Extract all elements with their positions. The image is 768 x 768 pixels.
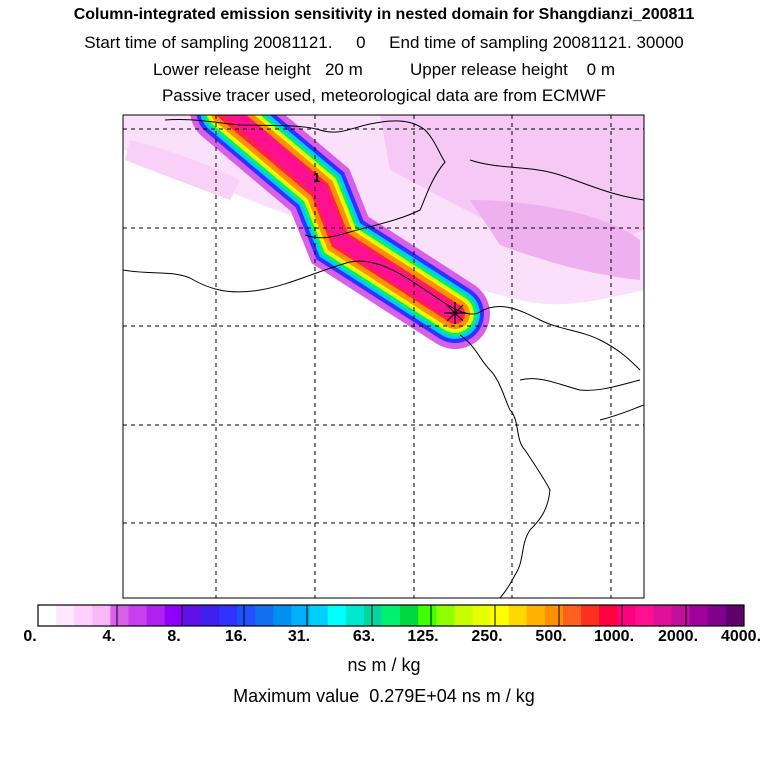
colorbar-cell xyxy=(381,605,401,626)
colorbar-cell xyxy=(92,605,111,626)
colorbar-cell xyxy=(436,605,455,626)
colorbar-tick-label: 16. xyxy=(224,628,248,645)
colorbar-tick-label: 250. xyxy=(471,628,503,645)
colorbar-tick-label: 1000. xyxy=(593,628,635,645)
release-heights: Lower release height 20 m Upper release … xyxy=(152,60,616,79)
colorbar-cell xyxy=(599,605,618,626)
colorbar-cell xyxy=(725,605,745,626)
release-site-star-icon xyxy=(444,302,466,324)
plot-title: Column-integrated emission sensitivity i… xyxy=(73,6,695,23)
colorbar-cell xyxy=(38,605,57,626)
colorbar-cell xyxy=(526,605,546,626)
colorbar-cell xyxy=(327,605,347,626)
colorbar-cell xyxy=(56,605,75,626)
colorbar-cell xyxy=(400,605,419,626)
contour-label: 1 xyxy=(313,170,320,185)
colorbar-cell xyxy=(74,605,93,626)
tracer-info: Passive tracer used, meteorological data… xyxy=(161,86,607,105)
colorbar-cell xyxy=(291,605,311,626)
sampling-times: Start time of sampling 20081121. 0 End t… xyxy=(84,33,684,52)
colorbar-cell xyxy=(309,605,329,626)
colorbar-cell xyxy=(363,605,383,626)
colorbar-tick-label: 8. xyxy=(167,628,181,645)
colorbar-tick-label: 4000. xyxy=(720,628,762,645)
map-frame xyxy=(122,114,645,599)
colorbar-cell xyxy=(454,605,473,626)
coastlines xyxy=(123,118,644,598)
colorbar-cell xyxy=(490,605,510,626)
colorbar-tick-label: 31. xyxy=(287,628,311,645)
colorbar-tick-label: 500. xyxy=(535,628,567,645)
colorbar-tick-label: 4. xyxy=(102,628,116,645)
colorbar-tick-label: 63. xyxy=(352,628,376,645)
colorbar-cell xyxy=(110,605,130,626)
colorbar-cell xyxy=(581,605,600,626)
colorbar-cell xyxy=(237,605,256,626)
colorbar-frame xyxy=(37,604,745,627)
maximum-value: Maximum value 0.279E+04 ns m / kg xyxy=(233,686,535,706)
colorbar-cell xyxy=(418,605,437,626)
colorbar-cell xyxy=(617,605,636,626)
colorbar-cell xyxy=(635,605,654,626)
colorbar-cell xyxy=(689,605,709,626)
colorbar-cell xyxy=(146,605,166,626)
colorbar-cell xyxy=(255,605,274,626)
graticule xyxy=(123,115,644,598)
colorbar-cell xyxy=(128,605,148,626)
colorbar-tick-label: 125. xyxy=(407,628,439,645)
colorbar-cell xyxy=(562,605,582,626)
colorbar-cell xyxy=(671,605,691,626)
colorbar-cell xyxy=(200,605,220,626)
colorbar-cell xyxy=(273,605,292,626)
colorbar-cell xyxy=(345,605,365,626)
colorbar-cell xyxy=(707,605,727,626)
colorbar-cell xyxy=(472,605,492,626)
colorbar-cell xyxy=(182,605,202,626)
plume xyxy=(190,115,490,349)
colorbar-cell xyxy=(544,605,564,626)
colorbar-cells xyxy=(38,605,745,626)
colorbar-tick-label: 0. xyxy=(23,628,37,645)
colorbar-units: ns m / kg xyxy=(347,655,421,675)
low-sensitivity-patch-left xyxy=(125,140,240,200)
colorbar-cell xyxy=(164,605,184,626)
colorbar-cell xyxy=(219,605,238,626)
colorbar-cell xyxy=(508,605,528,626)
colorbar-tick-label: 2000. xyxy=(657,628,699,645)
colorbar-cell xyxy=(653,605,673,626)
